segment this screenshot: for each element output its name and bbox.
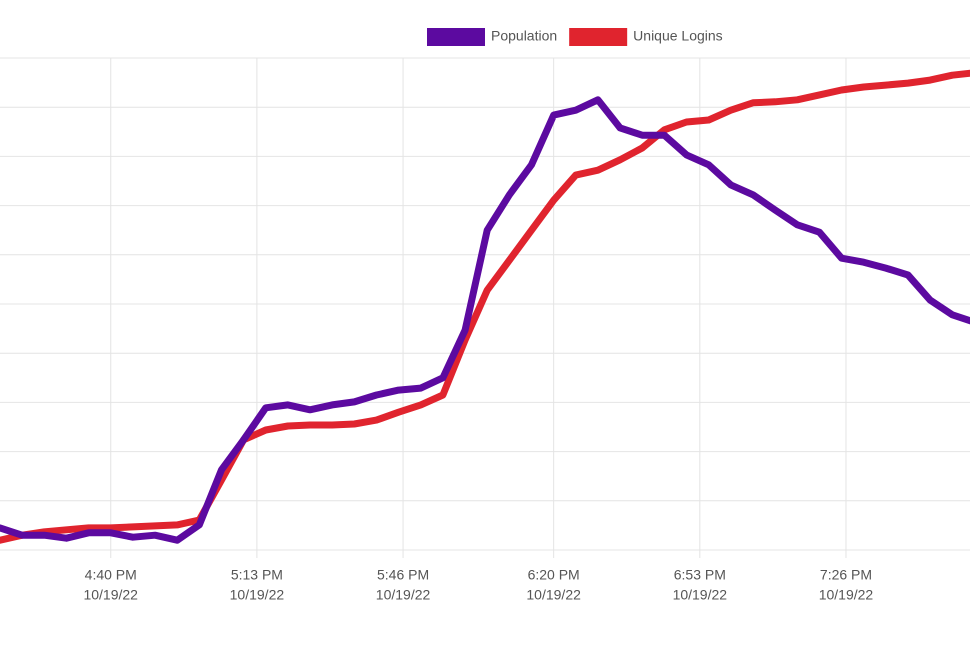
x-tick-date: 10/19/22 [819, 587, 874, 603]
x-tick-label: 6:20 PM [528, 567, 580, 583]
x-tick-date: 10/19/22 [83, 587, 138, 603]
legend-label: Unique Logins [633, 28, 723, 44]
legend-swatch [569, 28, 628, 46]
x-tick-date: 10/19/22 [376, 587, 431, 603]
x-tick-date: 10/19/22 [526, 587, 581, 603]
x-tick-label: 4:40 PM [85, 567, 137, 583]
x-tick-label: 5:13 PM [231, 567, 283, 583]
x-tick-label: 5:46 PM [377, 567, 429, 583]
legend-swatch [427, 28, 485, 46]
x-tick-date: 10/19/22 [673, 587, 728, 603]
series-line [0, 69, 970, 544]
x-tick-date: 10/19/22 [230, 587, 285, 603]
x-tick-label: 6:53 PM [674, 567, 726, 583]
x-tick-label: 7:26 PM [820, 567, 872, 583]
series-line [0, 96, 970, 544]
legend-label: Population [491, 28, 557, 44]
